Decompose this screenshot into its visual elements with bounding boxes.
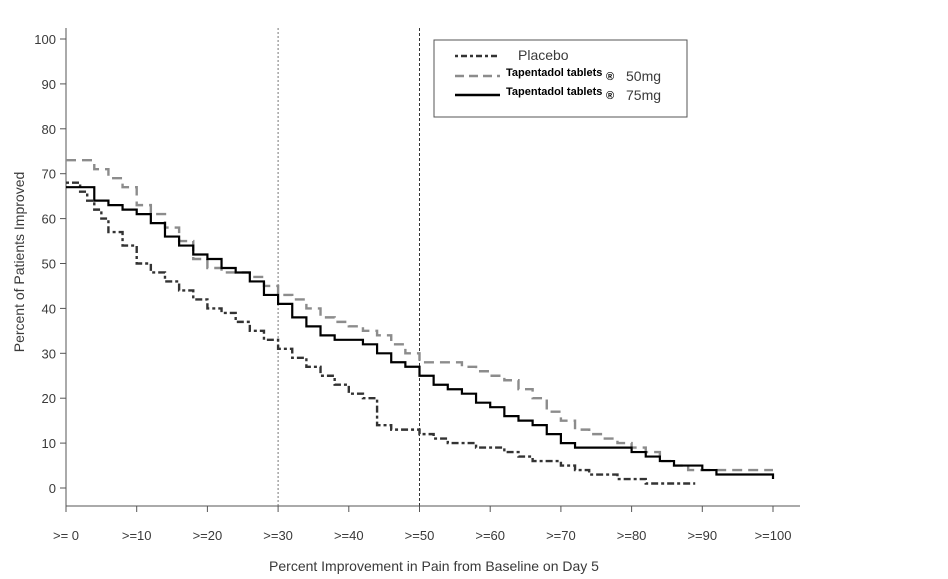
x-ticks: >= 0 >=10 >=20 >=30 >=40 >=50 >=60 >=70 >=80 >=90… (53, 506, 791, 543)
y-tick-label: 20 (42, 391, 56, 406)
x-tick-label: >=20 (193, 528, 223, 543)
legend-label-50mg-dose: 50mg (626, 68, 661, 84)
y-tick-label: 100 (34, 32, 56, 47)
x-tick-label: >=10 (122, 528, 152, 543)
x-axis-title: Percent Improvement in Pain from Baselin… (269, 558, 599, 574)
x-tick-label: >= 0 (53, 528, 79, 543)
y-tick-label: 0 (49, 481, 56, 496)
series-line (66, 181, 696, 485)
y-axis-title: Percent of Patients Improved (11, 172, 27, 353)
x-tick-label: >=90 (687, 528, 717, 543)
series-layer (66, 159, 775, 485)
legend-label-75mg-prefix: Tapentadol tablets (506, 86, 602, 98)
x-tick-label: >=80 (617, 528, 647, 543)
axes (65, 28, 800, 507)
y-tick-label: 10 (42, 436, 56, 451)
y-tick-label: 50 (42, 257, 56, 272)
y-ticks: 0 10 20 30 40 50 60 70 80 90 100 (34, 32, 66, 496)
series-line (66, 159, 773, 472)
y-tick-label: 40 (42, 301, 56, 316)
legend-label-50mg-symbol: ® (606, 71, 614, 83)
x-tick-label: >=50 (405, 528, 435, 543)
x-tick-label: >=40 (334, 528, 364, 543)
legend-label-placebo: Placebo (518, 47, 569, 63)
legend-label-50mg-prefix: Tapentadol tablets (506, 67, 602, 79)
x-tick-label: >=100 (755, 528, 792, 543)
reference-lines (277, 28, 420, 506)
x-tick-label: >=30 (263, 528, 293, 543)
legend-label-75mg-dose: 75mg (626, 87, 661, 103)
y-tick-label: 30 (42, 346, 56, 361)
legend-box (433, 39, 688, 118)
y-tick-label: 60 (42, 212, 56, 227)
x-tick-label: >=70 (546, 528, 576, 543)
y-tick-label: 70 (42, 167, 56, 182)
y-tick-label: 80 (42, 122, 56, 137)
series-line (66, 186, 775, 480)
x-tick-label: >=60 (475, 528, 505, 543)
legend: Placebo Tapentadol tablets ® 50mg Tapent… (433, 39, 688, 118)
y-tick-label: 90 (42, 77, 56, 92)
legend-label-75mg-symbol: ® (606, 90, 614, 102)
